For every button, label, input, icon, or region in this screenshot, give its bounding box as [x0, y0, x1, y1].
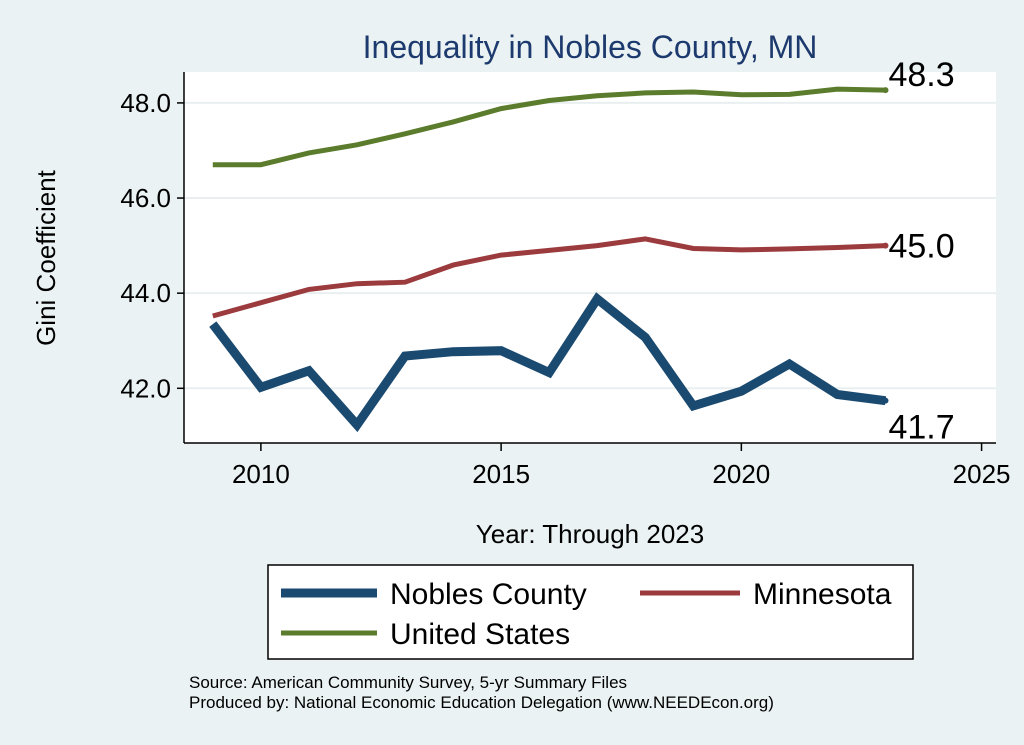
y-tick-label: 42.0	[120, 373, 171, 403]
source-note: Source: American Community Survey, 5-yr …	[189, 673, 627, 692]
series-end-point-united-states	[882, 87, 889, 94]
x-tick-label: 2010	[232, 459, 290, 489]
y-tick-label: 44.0	[120, 278, 171, 308]
y-tick-label: 48.0	[120, 88, 171, 118]
series-line-united-states	[212, 86, 886, 168]
end-labels: 41.7 45.0 48.3	[888, 56, 954, 447]
series-line-minnesota	[212, 236, 886, 319]
x-tick-label: 2025	[953, 459, 1011, 489]
x-axis-title: Year: Through 2023	[476, 519, 704, 549]
legend-box	[267, 564, 914, 660]
legend-label-nobles-county: Nobles County	[390, 578, 587, 611]
produced-by-note: Produced by: National Economic Education…	[189, 693, 774, 712]
chart-title: Inequality in Nobles County, MN	[363, 29, 818, 65]
y-tick-label: 46.0	[120, 183, 171, 213]
series-end-point-nobles-county	[882, 397, 889, 404]
legend-label-minnesota: Minnesota	[753, 578, 892, 611]
series-end-point-minnesota	[882, 242, 889, 249]
y-axis-title: Gini Coefficient	[31, 169, 61, 346]
end-label-united-states: 48.3	[888, 56, 954, 94]
series-lines	[209, 86, 889, 433]
series-line-nobles-county	[209, 292, 887, 433]
legend-label-united-states: United States	[390, 618, 570, 651]
end-label-nobles-county: 41.7	[888, 409, 954, 447]
x-tick-label: 2015	[472, 459, 530, 489]
legend: Nobles County Minnesota United States	[267, 564, 914, 660]
axis-ticks: 42.0 44.0 46.0 48.0 2010 2015 2020 2025	[120, 88, 1010, 489]
end-label-minnesota: 45.0	[888, 228, 954, 266]
x-tick-label: 2020	[712, 459, 770, 489]
